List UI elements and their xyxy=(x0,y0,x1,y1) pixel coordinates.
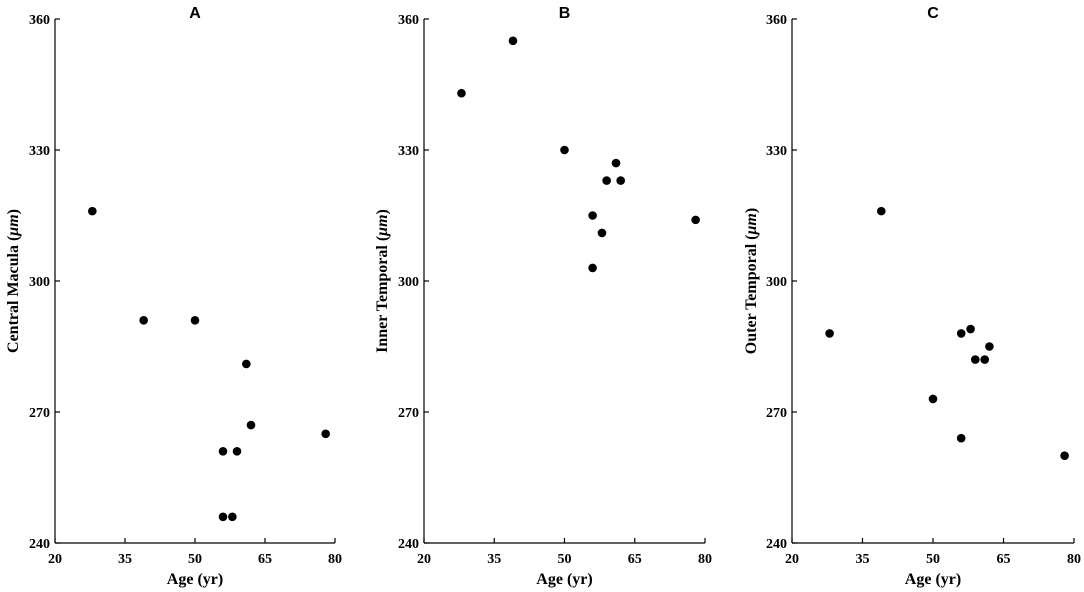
data-point xyxy=(980,355,989,364)
data-point xyxy=(228,512,237,522)
x-tick-label: 35 xyxy=(118,552,132,567)
x-axis-label: Age (yr) xyxy=(905,571,961,588)
y-tick-label: 330 xyxy=(398,144,419,159)
data-point xyxy=(597,228,607,238)
y-tick-label: 270 xyxy=(29,406,50,421)
x-tick-label: 65 xyxy=(997,552,1011,567)
y-tick-label: 240 xyxy=(29,537,50,552)
x-tick-label: 65 xyxy=(628,552,642,567)
data-point xyxy=(611,158,621,168)
x-tick-label: 80 xyxy=(1067,552,1081,567)
y-tick-label: 300 xyxy=(29,275,50,290)
panel-title: C xyxy=(927,5,939,22)
y-tick-label: 360 xyxy=(29,13,50,28)
y-tick-label: 270 xyxy=(766,406,787,421)
y-tick-label: 360 xyxy=(398,13,419,28)
x-tick-label: 65 xyxy=(258,552,272,567)
data-point xyxy=(588,211,597,220)
y-tick-label: 240 xyxy=(398,537,419,552)
data-point xyxy=(232,447,242,456)
data-point xyxy=(457,88,466,98)
data-point xyxy=(956,329,966,338)
data-point xyxy=(588,263,597,273)
y-axis-label: Central Macula (μm) xyxy=(5,209,22,353)
y-axis-label: Outer Temporal (μm) xyxy=(743,208,760,354)
x-tick-label: 80 xyxy=(698,552,712,567)
data-point xyxy=(190,316,200,325)
panel-c: 20 35 50 65 80 240 270 300 330 360 C Age (yr) Outer … xyxy=(743,5,1081,588)
data-point xyxy=(825,329,834,338)
x-tick-label: 50 xyxy=(926,552,940,567)
x-axis-label: Age (yr) xyxy=(536,571,592,588)
x-tick-label: 20 xyxy=(48,552,62,567)
data-point xyxy=(691,215,700,225)
data-point xyxy=(616,176,625,185)
data-point xyxy=(218,512,228,522)
x-tick-label: 50 xyxy=(558,552,572,567)
data-point xyxy=(242,359,251,369)
x-axis-label: Age (yr) xyxy=(167,571,223,588)
data-point xyxy=(88,206,97,216)
data-point xyxy=(218,447,228,456)
panel-a: 20 35 50 65 80 240 270 300 330 360 A Age (yr) Centra… xyxy=(5,5,342,588)
data-point xyxy=(139,316,148,325)
data-point xyxy=(877,206,886,216)
y-tick-label: 270 xyxy=(398,406,419,421)
y-axis-label: Inner Temporal (μm) xyxy=(374,209,391,353)
data-point xyxy=(508,36,518,46)
y-tick-label: 300 xyxy=(398,275,419,290)
data-point xyxy=(602,176,611,185)
x-tick-label: 20 xyxy=(785,552,799,567)
panel-title: A xyxy=(189,5,201,22)
y-tick-label: 330 xyxy=(766,144,787,159)
x-tick-label: 50 xyxy=(188,552,202,567)
y-tick-label: 240 xyxy=(766,537,787,552)
y-tick-label: 360 xyxy=(766,13,787,28)
data-point xyxy=(971,355,980,364)
data-point xyxy=(956,433,966,443)
x-tick-label: 20 xyxy=(417,552,431,567)
data-point xyxy=(928,394,938,404)
data-point xyxy=(246,420,256,430)
data-point xyxy=(966,324,975,334)
x-tick-label: 35 xyxy=(856,552,870,567)
panel-title: B xyxy=(559,5,571,22)
y-tick-label: 330 xyxy=(29,144,50,159)
panel-b: 20 35 50 65 80 240 270 300 330 360 B Age (yr) Inner … xyxy=(374,5,712,588)
data-point xyxy=(560,145,569,155)
data-point xyxy=(1060,451,1069,460)
data-point xyxy=(985,342,994,351)
x-tick-label: 35 xyxy=(487,552,501,567)
y-tick-label: 300 xyxy=(766,275,787,290)
data-point xyxy=(321,429,330,439)
x-tick-label: 80 xyxy=(328,552,342,567)
